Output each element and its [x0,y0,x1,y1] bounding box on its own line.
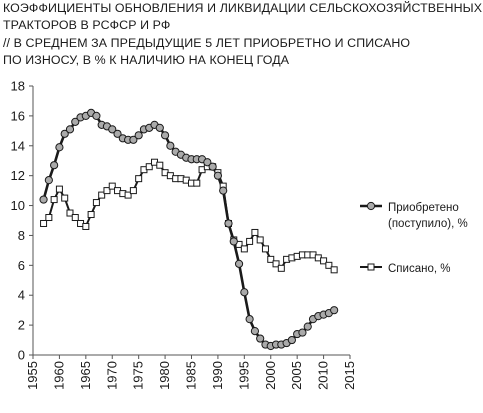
data-point-series-1 [203,158,212,167]
data-point-series-2 [135,175,143,183]
data-point-series-2 [267,255,275,263]
data-point-series-1 [330,306,339,315]
data-point-series-1 [250,326,259,336]
data-point-series-2 [320,257,328,265]
data-point-series-2 [103,187,111,195]
data-point-series-2 [193,179,201,187]
y-tick-label: 12 [11,168,25,183]
x-tick-label: 1960 [51,361,66,390]
data-point-series-2 [55,185,63,193]
y-tick-label: 8 [18,228,25,243]
data-point-series-2 [246,237,254,245]
data-point-series-1 [298,328,307,337]
y-tick-label: 0 [18,348,25,363]
data-point-series-2 [71,214,79,222]
chart-subtitle-line-2: ПО ИЗНОСУ, В % К НАЛИЧИЮ НА КОНЕЦ ГОДА [3,53,290,67]
chart-title-line-1: КОЭФФИЦИЕНТЫ ОБНОВЛЕНИЯ И ЛИКВИДАЦИИ СЕЛ… [3,1,483,15]
data-point-series-1 [39,195,48,204]
data-point-series-1 [234,259,244,268]
data-point-series-2 [272,260,280,268]
chart-subtitle-line-1: // В СРЕДНЕМ ЗА ПРЕДЫДУЩИЕ 5 ЛЕТ ПРИОБРЕ… [3,36,411,50]
y-tick-label: 2 [18,318,25,333]
data-point-series-2 [98,191,106,199]
data-point-series-2 [50,196,58,204]
data-point-series-1 [166,141,175,150]
data-point-series-2 [325,261,333,269]
x-tick-label: 2000 [263,361,278,390]
legend-marker-1 [366,201,376,211]
legend-label-1: Приобретено [388,202,459,214]
data-point-series-1 [129,135,138,144]
data-point-series-1 [245,315,254,324]
data-point-series-1 [155,123,164,132]
data-point-series-2 [256,236,264,244]
data-point-series-2 [45,214,53,222]
data-point-series-1 [256,334,265,343]
data-point-series-1 [65,125,75,134]
x-tick-label: 2010 [316,361,331,390]
data-point-series-2 [40,219,48,227]
data-point-series-1 [134,131,143,140]
y-tick-label: 16 [11,108,25,123]
legend-marker-2 [367,263,375,271]
x-tick-label: 1975 [131,361,146,390]
x-tick-label: 1980 [157,361,172,390]
data-point-series-1 [92,111,101,120]
data-point-series-1 [60,129,69,138]
data-point-series-1 [50,161,59,170]
x-tick-label: 1970 [104,361,119,390]
data-point-series-1 [44,176,53,185]
data-point-series-2 [124,191,132,199]
data-point-series-2 [92,199,100,207]
x-tick-label: 1965 [78,361,93,390]
data-point-series-2 [145,163,153,171]
data-point-series-1 [55,143,64,152]
legend-label-1: (поступило), % [388,218,468,230]
data-point-series-1 [303,322,312,331]
data-point-series-2 [156,161,164,169]
x-tick-label: 1990 [210,361,225,390]
x-tick-label: 2005 [289,361,304,390]
x-tick-label: 1995 [236,361,251,390]
y-tick-label: 4 [18,288,25,303]
data-point-series-2 [261,245,269,253]
data-point-series-1 [229,237,238,246]
data-point-series-1 [240,288,249,297]
data-point-series-2 [61,194,69,202]
data-point-series-2 [66,209,74,217]
data-point-series-1 [287,335,296,345]
data-point-series-2 [87,211,95,219]
y-tick-label: 14 [11,138,25,153]
data-point-series-1 [219,186,228,195]
data-point-series-2 [330,266,338,274]
data-point-series-2 [129,187,137,195]
chart-title-line-2: ТРАКТОРОВ В РСФСР И РФ [3,18,171,32]
data-point-series-2 [240,245,248,253]
legend-label-2: Списано, % [388,263,450,275]
data-point-series-1 [208,162,217,171]
data-point-series-1 [213,171,223,180]
data-point-series-1 [160,131,170,140]
y-tick-label: 10 [11,198,25,213]
data-point-series-1 [224,219,233,228]
x-tick-label: 1955 [25,361,40,390]
x-tick-label: 2015 [342,361,357,390]
data-point-series-2 [82,222,90,230]
data-point-series-1 [113,129,122,138]
y-tick-label: 18 [11,79,25,94]
data-point-series-1 [108,125,117,134]
data-point-series-2 [251,228,259,236]
data-point-series-2 [277,264,285,272]
data-point-series-2 [108,182,116,190]
y-tick-label: 6 [18,258,25,273]
data-point-series-1 [71,117,80,126]
x-tick-label: 1985 [184,361,199,390]
